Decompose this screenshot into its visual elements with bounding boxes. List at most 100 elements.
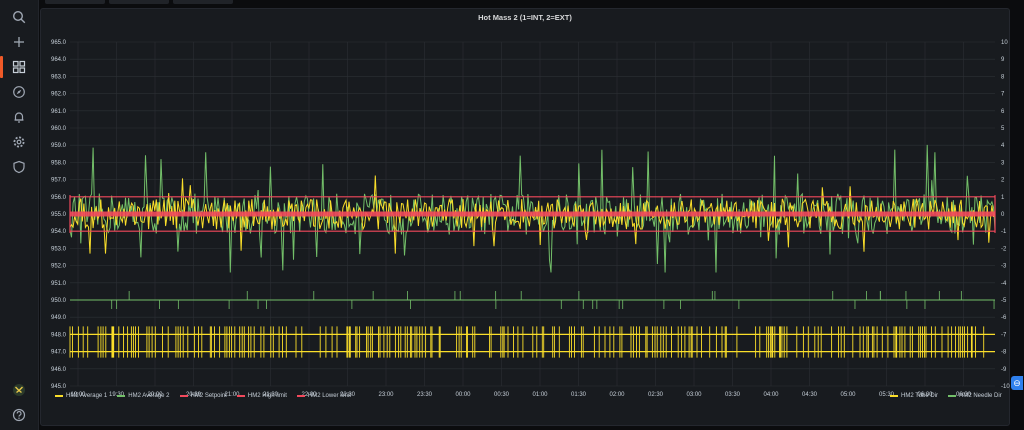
left-tick-label: 954.0 [51, 229, 67, 235]
legend-swatch [117, 395, 126, 397]
right-tick-label: -10 [1001, 384, 1010, 390]
legend-right: HM2 Tube Dir HM2 Needle Dir [890, 393, 1002, 399]
left-tick-label: 950.0 [51, 298, 67, 304]
x-tick-label: 01:30 [571, 392, 587, 398]
x-tick-label: 21:00 [224, 392, 240, 398]
legend-label: HM2 Setpoint [190, 393, 227, 399]
x-tick-label: 20:30 [186, 392, 202, 398]
left-tick-label: 965.0 [51, 40, 67, 46]
right-tick-label: 5 [1001, 126, 1005, 132]
right-tick-label: -6 [1001, 315, 1007, 321]
x-tick-label: 03:30 [725, 392, 741, 398]
left-tick-label: 964.0 [51, 57, 67, 63]
x-tick-label: 03:00 [686, 392, 702, 398]
x-tick-label: 21:30 [263, 392, 279, 398]
left-tick-label: 962.0 [51, 92, 67, 98]
left-tick-label: 948.0 [51, 332, 67, 338]
compass-icon[interactable] [9, 82, 29, 102]
legend-item[interactable]: HM2 Average 2 [117, 393, 170, 399]
left-axis-ticks: 965.0 964.0 963.0 962.0 961.0 960.0 959.0 958.0… [51, 40, 67, 390]
left-tick-label: 959.0 [51, 143, 67, 149]
left-tick-label: 957.0 [51, 178, 67, 184]
right-tick-label: -5 [1001, 298, 1007, 304]
right-tick-label: 7 [1001, 92, 1005, 98]
x-tick-label: 20:00 [147, 392, 163, 398]
legend-swatch [236, 395, 245, 397]
x-tick-label: 00:30 [494, 392, 510, 398]
legend-label: HM2 Tube Dir [901, 393, 939, 399]
right-tick-label: 0 [1001, 212, 1005, 218]
plus-icon[interactable] [9, 32, 29, 52]
x-tick-label: 19:00 [70, 392, 86, 398]
left-tick-label: 952.0 [51, 264, 67, 270]
legend-label: HM2 Average 1 [66, 393, 108, 399]
x-tick-label: 23:00 [378, 392, 394, 398]
x-tick-label: 22:30 [340, 392, 356, 398]
grid-icon[interactable] [0, 56, 29, 78]
x-tick-label: 06:30 [956, 392, 972, 398]
left-tick-label: 963.0 [51, 74, 67, 80]
left-tick-label: 961.0 [51, 109, 67, 115]
x-tick-label: 04:30 [802, 392, 818, 398]
x-tick-label: 02:30 [648, 392, 664, 398]
right-tick-label: -1 [1001, 229, 1007, 235]
x-tick-label: 04:00 [763, 392, 779, 398]
right-tick-label: -8 [1001, 350, 1007, 356]
x-tick-label: 01:00 [532, 392, 548, 398]
left-tick-label: 945.0 [51, 384, 67, 390]
series-hm2-average-1 [69, 175, 996, 254]
right-tick-label: 2 [1001, 178, 1005, 184]
legend-item[interactable]: HM2 Needle Dir [948, 393, 1002, 399]
legend-label: HM2 Lower limit [307, 393, 351, 399]
panel-title[interactable]: Hot Mass 2 (1=INT, 2=EXT) [478, 13, 572, 22]
left-tick-label: 958.0 [51, 160, 67, 166]
x-axis-ticks: 19:00 19:30 20:00 20:30 21:00 21:30 22:00 22:30… [70, 392, 971, 398]
legend-label: HM2 High limit [247, 393, 287, 399]
shield-icon[interactable] [9, 157, 29, 177]
right-tick-label: -9 [1001, 367, 1007, 373]
right-tick-label: 8 [1001, 74, 1005, 80]
x-tick-label: 23:30 [417, 392, 433, 398]
x-tick-label: 02:00 [609, 392, 625, 398]
right-tick-label: -7 [1001, 332, 1007, 338]
sidebar [0, 0, 39, 430]
legend-item[interactable]: HM2 Tube Dir [890, 393, 938, 399]
x-tick-label: 19:30 [109, 392, 125, 398]
x-tick-label: 22:00 [301, 392, 317, 398]
legend-swatch [890, 395, 898, 397]
right-tick-label: -2 [1001, 246, 1007, 252]
right-tick-label: 1 [1001, 195, 1005, 201]
legend-item[interactable]: HM2 High limit [236, 393, 287, 399]
x-tick-label: 05:30 [879, 392, 895, 398]
bell-icon[interactable] [9, 107, 29, 127]
avatar-icon[interactable] [9, 380, 29, 400]
right-tick-label: 4 [1001, 143, 1005, 149]
legend-item[interactable]: HM2 Setpoint [179, 393, 227, 399]
left-tick-label: 956.0 [51, 195, 67, 201]
help-icon[interactable] [9, 405, 29, 425]
gear-icon[interactable] [9, 132, 29, 152]
collapse-icon[interactable]: ⊖ [1011, 376, 1023, 390]
x-tick-label: 06:00 [917, 392, 933, 398]
left-tick-label: 946.0 [51, 367, 67, 373]
legend-swatch [296, 395, 305, 397]
legend-item[interactable]: HM2 Average 1 [55, 393, 107, 399]
right-tick-label: -3 [1001, 264, 1007, 270]
x-tick-label: 05:00 [840, 392, 856, 398]
legend-item[interactable]: HM2 Lower limit [296, 393, 351, 399]
series-hm2-average-2 [69, 144, 996, 273]
search-icon[interactable] [9, 7, 29, 27]
right-tick-label: 3 [1001, 160, 1005, 166]
legend-label: HM2 Needle Dir [959, 393, 1002, 399]
series-hm2-tube-dir [69, 326, 985, 358]
series-layer [69, 144, 996, 358]
left-tick-label: 951.0 [51, 281, 67, 287]
legend-swatch [55, 395, 63, 397]
left-tick-label: 960.0 [51, 126, 67, 132]
left-tick-label: 953.0 [51, 246, 67, 252]
legend-swatch [948, 395, 957, 397]
legend-left: HM2 Average 1 HM2 Average 2 HM2 Setpoint HM… [55, 393, 351, 399]
left-tick-label: 947.0 [51, 350, 67, 356]
